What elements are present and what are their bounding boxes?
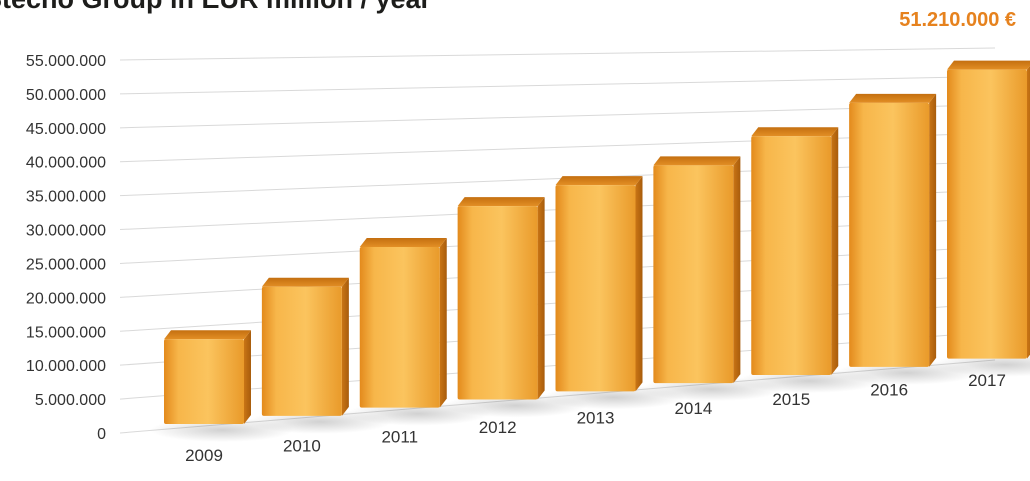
y-tick-label: 20.000.000 [26,290,106,307]
x-axis-labels: 2009 2010 2011 2012 2013 2014 2015 2016 2017 [185,371,1006,465]
bars [164,60,1030,424]
bar-2012 [457,197,545,400]
x-category-label: 2017 [968,371,1006,390]
y-tick-label: 40.000.000 [26,155,106,172]
bar-2010 [261,277,349,416]
bar-top [849,93,937,103]
bar-front [849,102,930,367]
bar-top [261,277,349,287]
bar-top [359,238,447,248]
bar-2011 [359,238,447,408]
x-category-label: 2015 [772,390,810,409]
y-tick-label: 5.000.000 [35,392,106,409]
bar-front [261,286,342,416]
bar-side [341,277,349,416]
grid-line [119,75,996,95]
y-tick-label: 15.000.000 [26,324,106,341]
bar-2015 [751,127,839,375]
chart-title: Stecho Group in EUR million / year [0,0,431,15]
y-tick-label: 10.000.000 [26,358,106,375]
x-category-label: 2010 [283,437,321,456]
x-category-label: 2009 [185,446,223,465]
bar-2009 [164,330,251,424]
y-tick-label: 25.000.000 [26,256,106,273]
y-tick-label: 35.000.000 [26,189,106,206]
bar-front [653,165,734,384]
bar-shadow [933,352,1030,377]
bar-top [164,330,251,340]
y-tick-label: 0 [97,426,106,443]
x-category-label: 2011 [381,427,418,446]
total-annotation: 51.210.000 € [899,9,1016,31]
bar-front [947,69,1027,359]
bar-side [929,93,937,367]
bar-top [751,127,839,137]
bar-front [359,247,440,408]
x-category-label: 2014 [674,399,712,418]
bar-top [947,60,1030,70]
bar-2013 [555,176,643,392]
bar-side [244,330,251,424]
y-tick-label: 45.000.000 [26,121,106,138]
y-tick-label: 30.000.000 [26,223,106,240]
bar-2016 [849,93,937,367]
bar-front [751,136,832,375]
y-axis-ticks: 0 5.000.000 10.000.000 15.000.000 20.000.000… [26,53,106,443]
x-category-label: 2012 [479,418,517,437]
bar-front [457,206,538,400]
bar-side [537,197,545,400]
bar-top [653,156,741,166]
bar-side [831,127,839,375]
bar-front [164,339,244,424]
bar-front [555,185,636,392]
x-category-label: 2013 [577,409,615,428]
bar-side [439,238,447,408]
y-tick-label: 55.000.000 [26,53,106,70]
bar-side [635,176,643,392]
bar-2017 [947,60,1030,359]
bar-side [733,156,741,384]
bar-top [457,197,545,207]
bar-side [1027,65,1030,359]
bar-2014 [653,156,741,384]
grid-line [119,47,996,61]
x-category-label: 2016 [870,380,908,399]
bar-top [555,176,643,186]
y-tick-label: 50.000.000 [26,87,106,104]
